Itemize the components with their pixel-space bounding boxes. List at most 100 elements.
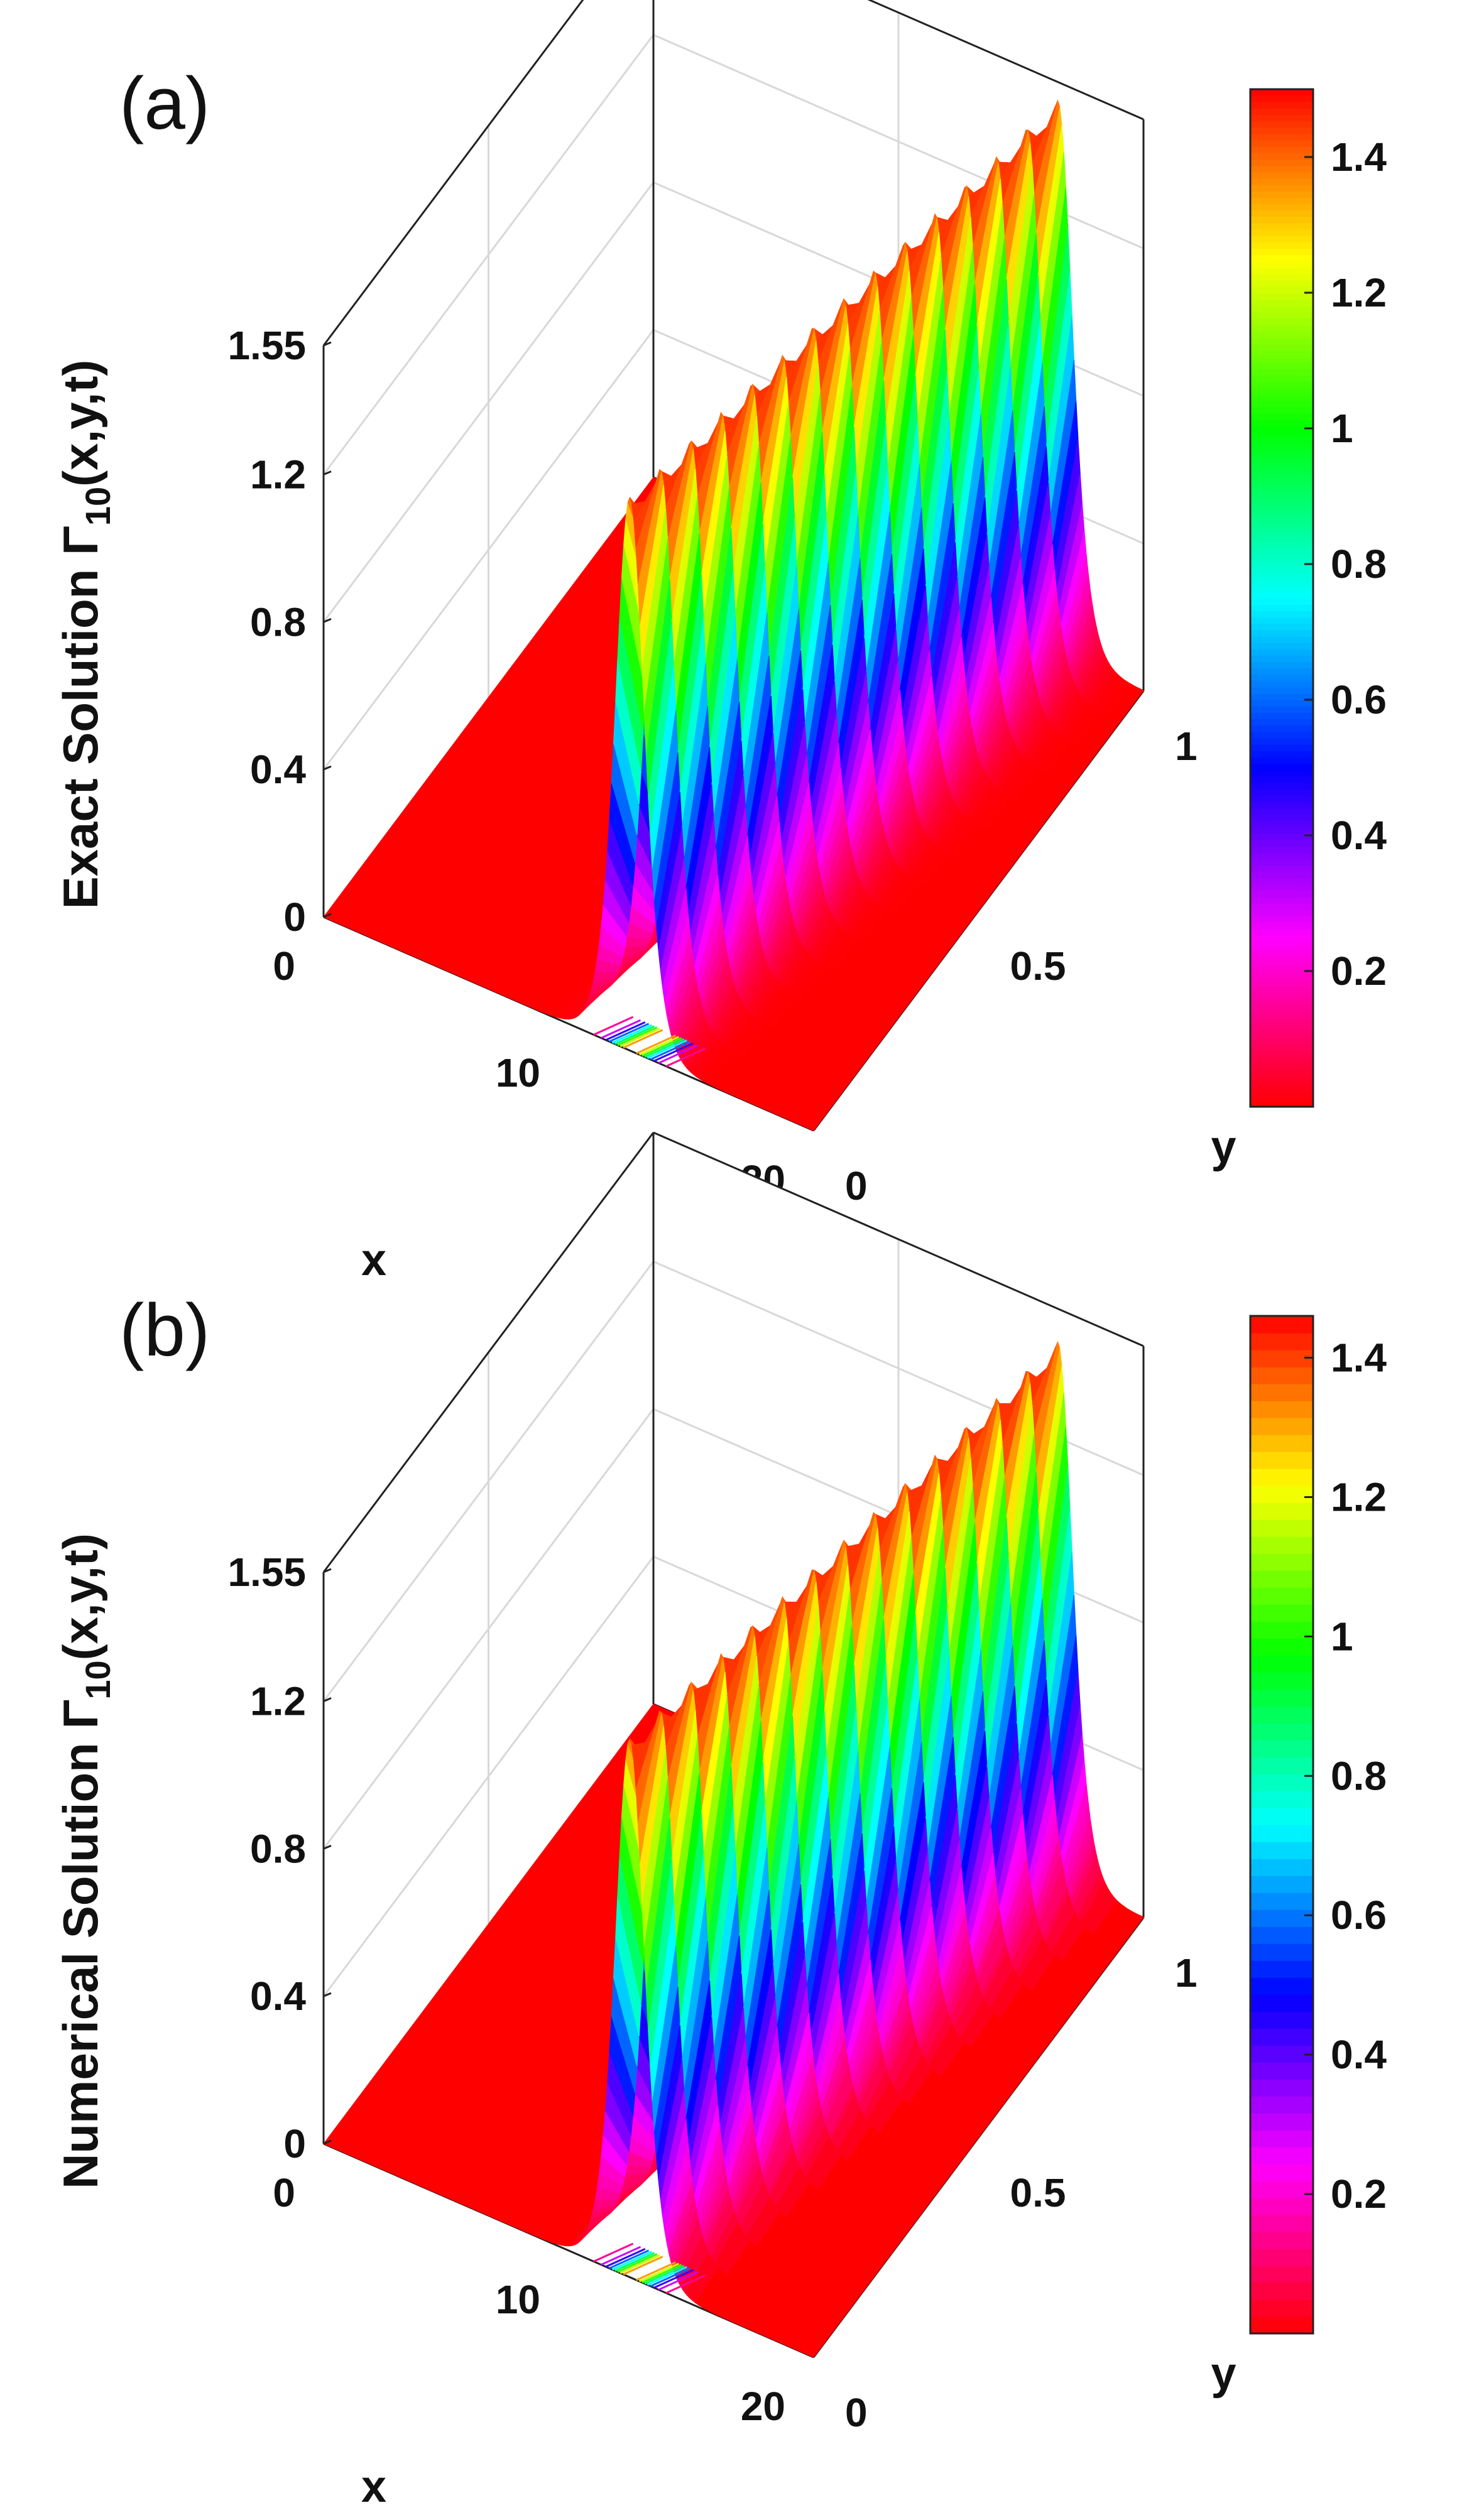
colorbar-band	[1250, 859, 1313, 866]
colorbar-band	[1250, 337, 1313, 344]
colorbar-band	[1250, 375, 1313, 383]
colorbar-band	[1250, 960, 1313, 967]
colorbar-band	[1250, 560, 1313, 567]
z-axis-title: Exact Solution Γ10(x,y,t)	[53, 360, 117, 910]
colorbar-band	[1250, 877, 1313, 885]
colorbar-band	[1250, 687, 1313, 694]
colorbar-band	[1250, 598, 1313, 605]
colorbar-band	[1250, 1005, 1313, 1012]
colorbar-band	[1250, 776, 1313, 783]
colorbar-band	[1250, 95, 1313, 102]
colorbar-band	[1250, 242, 1313, 249]
colorbar-band	[1250, 381, 1313, 389]
colorbar-band	[1250, 820, 1313, 828]
colorbar-band	[1250, 1062, 1313, 1069]
colorbar-band	[1250, 744, 1313, 751]
colorbar-band	[1250, 795, 1313, 802]
panel-label: (a)	[119, 62, 210, 145]
colorbar-band	[1250, 178, 1313, 185]
colorbar-band	[1250, 674, 1313, 682]
colorbar-band	[1250, 528, 1313, 535]
colorbar-band	[1250, 165, 1313, 173]
colorbar-band	[1250, 356, 1313, 364]
colorbar-band	[1250, 114, 1313, 122]
colorbar-band	[1250, 808, 1313, 815]
colorbar-band	[1250, 502, 1313, 509]
colorbar-band	[1250, 757, 1313, 764]
colorbar-band	[1250, 362, 1313, 370]
y-tick-label: 0	[845, 1163, 868, 1208]
colorbar-band	[1250, 680, 1313, 688]
colorbar-band	[1250, 496, 1313, 503]
z-tick-label: 1.2	[250, 452, 306, 497]
colorbar-band	[1250, 127, 1313, 134]
y-tick-label: 0.5	[1010, 943, 1066, 989]
colorbar-band	[1250, 845, 1313, 853]
colorbar-tick-label: 1	[1331, 406, 1353, 451]
axis-line	[867, 0, 1144, 121]
x-tick-label: 0	[273, 943, 295, 989]
colorbar-band	[1250, 578, 1313, 586]
colorbar-band	[1250, 998, 1313, 1006]
colorbar-band	[1250, 1049, 1313, 1056]
colorbar-band	[1250, 629, 1313, 637]
colorbar-band	[1250, 947, 1313, 955]
colorbar-band	[1250, 712, 1313, 720]
colorbar-band	[1250, 267, 1313, 274]
colorbar-band	[1250, 286, 1313, 293]
z-tick-label: 0.8	[250, 599, 306, 644]
colorbar-band	[1250, 623, 1313, 631]
colorbar-band	[1250, 191, 1313, 198]
colorbar-band	[1250, 769, 1313, 777]
colorbar-band	[1250, 153, 1313, 160]
colorbar-band	[1250, 642, 1313, 649]
colorbar-tick-label: 0.2	[1331, 948, 1387, 994]
colorbar-band	[1250, 121, 1313, 128]
colorbar-band	[1250, 954, 1313, 961]
colorbar-band	[1250, 751, 1313, 758]
colorbar-band	[1250, 413, 1313, 421]
z-tick-label: 1.55	[227, 323, 306, 368]
colorbar-band	[1250, 935, 1313, 942]
colorbar-band	[1250, 979, 1313, 987]
colorbar-band	[1250, 102, 1313, 109]
colorbar-band	[1250, 617, 1313, 624]
colorbar-band	[1250, 661, 1313, 669]
colorbar-band	[1250, 394, 1313, 401]
colorbar-band	[1250, 572, 1313, 580]
x-axis-title: x	[361, 1235, 386, 1285]
colorbar-band	[1250, 420, 1313, 427]
colorbar-band	[1250, 1094, 1313, 1101]
colorbar-band	[1250, 197, 1313, 204]
panel-label: (b)	[119, 1289, 210, 1372]
colorbar-band	[1250, 801, 1313, 808]
colorbar-band	[1250, 553, 1313, 560]
colorbar-band	[1250, 827, 1313, 834]
colorbar-band	[1250, 464, 1313, 472]
colorbar-band	[1250, 1081, 1313, 1089]
colorbar-band	[1250, 693, 1313, 700]
x-tick-label: 10	[496, 1050, 540, 1095]
colorbar-band	[1250, 140, 1313, 147]
colorbar-band	[1250, 305, 1313, 313]
colorbar-band	[1250, 108, 1313, 116]
colorbar-band	[1250, 477, 1313, 484]
colorbar-band	[1250, 1068, 1313, 1076]
colorbar-band	[1250, 293, 1313, 300]
colorbar-band	[1250, 941, 1313, 948]
colorbar-band	[1250, 1011, 1313, 1018]
colorbar-band	[1250, 890, 1313, 898]
colorbar-band	[1250, 782, 1313, 790]
colorbar-band	[1250, 324, 1313, 332]
colorbar-band	[1250, 489, 1313, 497]
colorbar-band	[1250, 432, 1313, 440]
colorbar-band	[1250, 273, 1313, 281]
colorbar-band	[1250, 171, 1313, 179]
colorbar-band	[1250, 184, 1313, 192]
colorbar-band	[1250, 204, 1313, 211]
colorbar-band	[1250, 222, 1313, 230]
colorbar-band	[1250, 636, 1313, 643]
colorbar: 0.20.40.60.811.21.4	[1249, 88, 1387, 1108]
